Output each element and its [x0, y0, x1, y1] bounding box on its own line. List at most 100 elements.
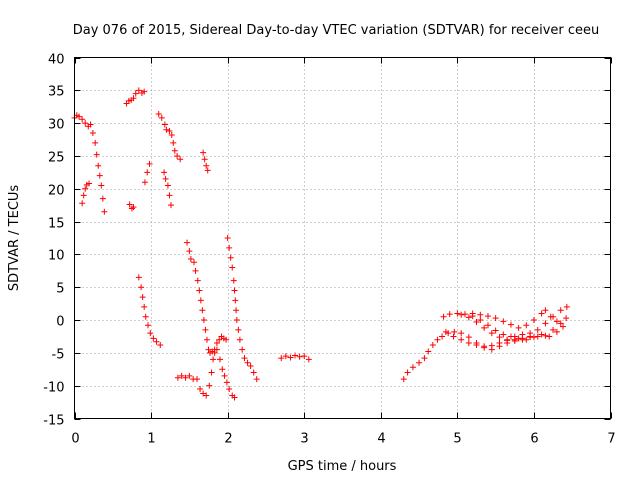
data-point — [223, 379, 230, 386]
data-point — [462, 311, 469, 318]
data-point — [201, 156, 208, 163]
data-point — [454, 310, 461, 317]
data-point — [82, 120, 89, 127]
data-point — [534, 333, 541, 340]
data-point — [93, 151, 100, 158]
data-point — [542, 307, 549, 314]
data-point — [157, 341, 164, 348]
data-point — [492, 327, 499, 334]
data-point — [89, 129, 96, 136]
data-point — [233, 317, 240, 324]
series-arc-13 — [224, 235, 260, 383]
data-point — [216, 336, 223, 343]
data-point — [515, 335, 522, 342]
data-point — [164, 182, 171, 189]
data-point — [197, 297, 204, 304]
series-arc-11 — [184, 239, 238, 401]
data-point — [130, 204, 137, 211]
data-point — [79, 116, 86, 123]
data-point — [488, 342, 495, 349]
data-point — [287, 354, 294, 361]
data-point — [542, 320, 549, 327]
series-arc-4 — [126, 201, 137, 212]
data-point — [473, 319, 480, 326]
data-point — [511, 338, 518, 345]
data-point — [187, 256, 194, 263]
data-point — [553, 318, 560, 325]
data-point — [144, 169, 151, 176]
data-point — [538, 331, 545, 338]
y-tick-label: 30 — [48, 118, 65, 133]
data-point — [190, 259, 197, 266]
data-point — [79, 200, 86, 207]
data-point — [235, 326, 242, 333]
data-point — [547, 313, 554, 320]
y-axis-label: SDTVAR / TECUs — [7, 185, 22, 292]
data-point — [170, 139, 177, 146]
data-point — [236, 336, 243, 343]
data-point — [197, 385, 204, 392]
y-tick-label: 0 — [56, 315, 64, 330]
data-point — [301, 353, 308, 360]
data-point — [166, 128, 173, 135]
data-point — [92, 139, 99, 146]
data-point — [130, 95, 137, 102]
data-point — [296, 353, 303, 360]
data-point — [227, 254, 234, 261]
data-point — [465, 314, 472, 321]
data-point — [241, 355, 248, 362]
data-point — [96, 172, 103, 179]
data-point — [98, 182, 105, 189]
y-tick-label: -10 — [43, 381, 64, 396]
series-arc-17 — [442, 303, 570, 350]
data-point — [142, 313, 149, 320]
data-point — [208, 369, 215, 376]
data-point — [534, 326, 541, 333]
data-point — [416, 359, 423, 366]
data-point — [178, 372, 185, 379]
data-point — [563, 315, 570, 322]
data-point — [538, 310, 545, 317]
y-tick-label: -15 — [43, 414, 64, 429]
data-point — [219, 366, 226, 373]
data-point — [550, 326, 557, 333]
data-point — [450, 333, 457, 340]
data-point — [126, 201, 133, 208]
data-point — [206, 382, 213, 389]
data-point — [141, 88, 148, 95]
data-point — [139, 294, 146, 301]
data-point — [161, 121, 168, 128]
data-point — [253, 376, 260, 383]
data-point — [200, 390, 207, 397]
series-arc-10 — [174, 372, 197, 383]
data-point — [553, 328, 560, 335]
data-point — [82, 185, 89, 192]
data-point — [473, 341, 480, 348]
data-point — [132, 90, 139, 97]
data-point — [199, 307, 206, 314]
plot-frame — [74, 57, 611, 419]
data-point — [153, 338, 160, 345]
data-point — [500, 318, 507, 325]
data-point — [213, 340, 220, 347]
data-point — [504, 337, 511, 344]
data-point — [76, 113, 83, 120]
data-point — [226, 385, 233, 392]
axis-ticks — [74, 57, 612, 420]
y-tick-labels: -15 -10 -5 0 5 10 15 20 25 30 35 40 — [43, 53, 64, 429]
data-point — [200, 317, 207, 324]
series-arc-9 — [200, 149, 211, 174]
data-point — [458, 311, 465, 318]
data-point — [232, 297, 239, 304]
series-arc-5 — [141, 160, 153, 186]
data-point — [458, 330, 465, 337]
data-point — [138, 284, 145, 291]
data-point — [162, 175, 169, 182]
data-point — [196, 287, 203, 294]
data-point — [247, 362, 254, 369]
x-tick-label: 6 — [530, 432, 538, 447]
data-point — [519, 336, 526, 343]
data-point — [174, 152, 181, 159]
data-point — [507, 321, 514, 328]
